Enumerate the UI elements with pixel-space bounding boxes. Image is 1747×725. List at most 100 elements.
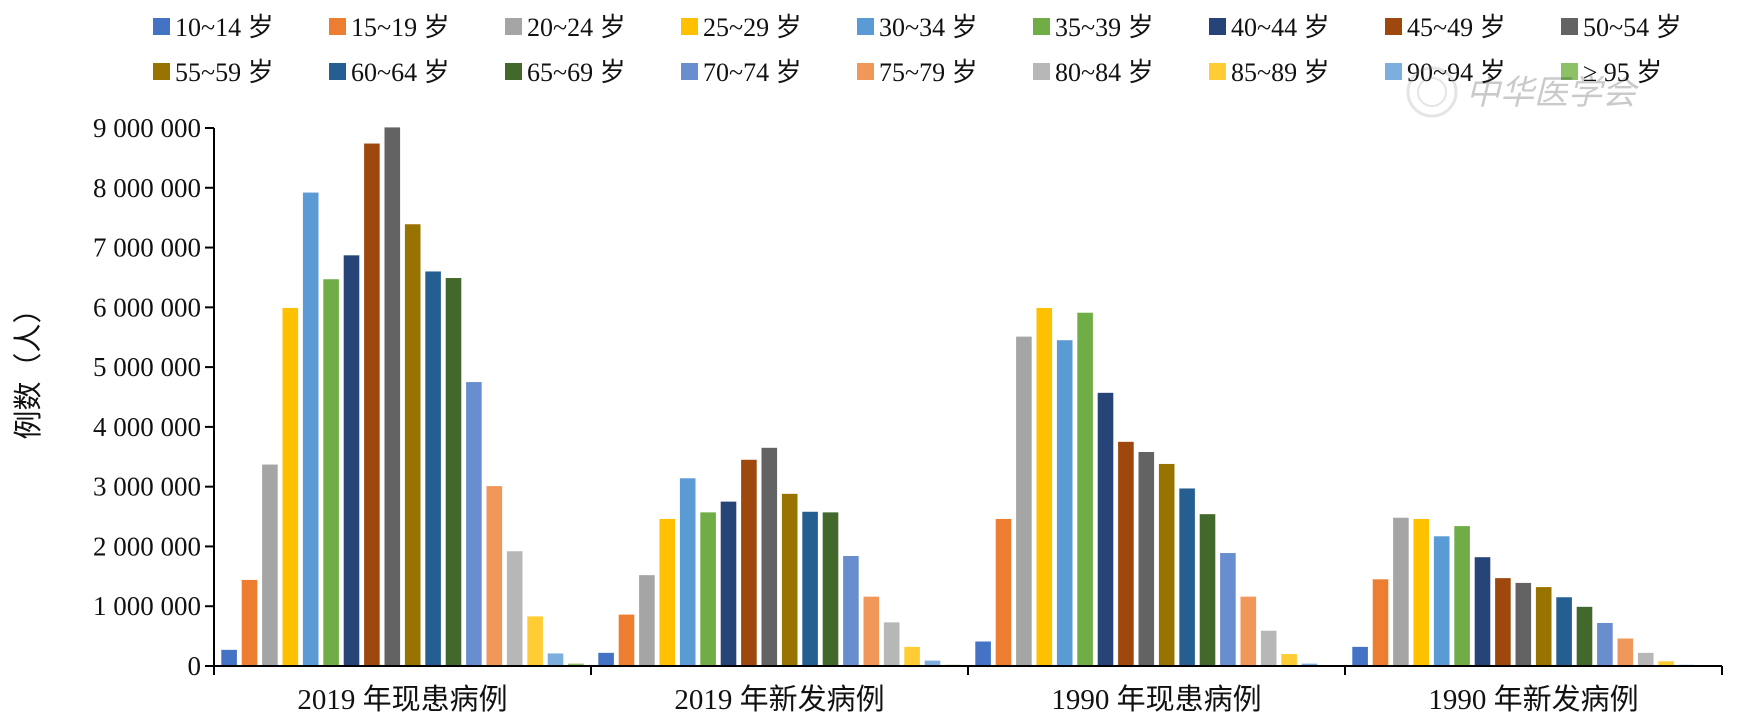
legend: 10~14 岁 15~19 岁 20~24 岁 25~29 岁 30~34 岁 35~39… [153,13,1682,87]
legend-item: 70~74 岁 [681,58,802,87]
bar [1260,630,1277,666]
legend-label: 40~44 岁 [1231,13,1330,42]
bar [1658,661,1674,666]
y-tick-label: 0 [188,651,202,681]
bar [1097,392,1114,666]
bar [547,653,564,666]
bar [506,551,523,666]
bar [1036,307,1053,666]
bar [1281,654,1297,666]
bar [1138,452,1155,666]
legend-label: 25~29 岁 [703,13,802,42]
y-tick-label: 7 000 000 [93,233,201,263]
bar [1372,579,1389,666]
bar [1576,606,1593,666]
bar [323,279,339,666]
bar [1352,646,1368,666]
legend-swatch [153,63,170,80]
bar [924,660,941,666]
legend-item: 85~89 岁 [1209,58,1330,87]
bar [1495,578,1511,666]
bar [1474,557,1491,666]
legend-label: 20~24 岁 [527,13,626,42]
bar [343,255,360,666]
bar [425,271,441,666]
y-tick-label: 2 000 000 [93,531,201,561]
legend-swatch [505,63,522,80]
bar [741,459,757,666]
legend-label: 80~84 岁 [1055,58,1154,87]
x-category-label: 1990 年新发病例 [1428,683,1638,716]
bars [221,127,1715,667]
legend-item: 15~19 岁 [329,13,450,42]
bar [618,614,635,666]
legend-label: 90~94 岁 [1407,58,1506,87]
bar [781,493,798,666]
bar [404,224,421,667]
watermark-seal-inner-icon [1417,77,1447,107]
x-category-label: 2019 年现患病例 [297,683,507,716]
bar [659,518,676,666]
watermark-seal-icon [1406,66,1458,118]
bar [1179,488,1195,666]
legend-item: 55~59 岁 [153,58,274,87]
bar [1016,336,1032,666]
legend-label: 85~89 岁 [1231,58,1330,87]
bar [863,596,880,666]
watermark-text: 中华医学会 [1466,75,1640,112]
y-tick-label: 8 000 000 [93,173,201,203]
legend-swatch [1209,63,1226,80]
legend-item: 90~94 岁 [1385,58,1506,87]
y-axis-label: 例数（人） [12,294,45,439]
legend-label: 30~34 岁 [879,13,978,42]
bar [1413,518,1430,666]
bar [364,143,380,667]
bar [1515,582,1532,666]
legend-label: 35~39 岁 [1055,13,1154,42]
legend-label: ≥ 95 岁 [1583,58,1662,87]
y-tick-label: 3 000 000 [93,472,201,502]
legend-swatch [1385,63,1402,80]
legend-swatch [505,18,522,35]
legend-label: 50~54 岁 [1583,13,1682,42]
y-tick-label: 1 000 000 [93,591,201,621]
bar [466,382,482,666]
x-category-label: 2019 年新发病例 [674,683,884,716]
legend-swatch [681,18,698,35]
legend-label: 55~59 岁 [175,58,274,87]
bar [720,501,737,666]
legend-item: 60~64 岁 [329,58,450,87]
legend-swatch [153,18,170,35]
bar [802,511,818,666]
legend-item: 80~84 岁 [1033,58,1154,87]
legend-item: 20~24 岁 [505,13,626,42]
bar [1617,638,1634,666]
legend-label: 75~79 岁 [879,58,978,87]
y-tick-label: 9 000 000 [93,113,201,143]
bar [1393,517,1409,666]
bar [1454,526,1470,666]
bar [1433,536,1450,666]
legend-swatch [681,63,698,80]
bar [221,649,237,666]
bar [995,518,1012,666]
legend-swatch [1561,18,1578,35]
bar [598,652,614,666]
legend-item: 40~44 岁 [1209,13,1330,42]
bar [282,307,299,666]
bar [384,127,401,666]
bar [975,641,991,666]
y-tick-label: 4 000 000 [93,412,201,442]
bar [679,478,696,666]
legend-item: 10~14 岁 [153,13,274,42]
axes: 0 1 000 000 2 000 000 3 000 000 4 000 000 5 0… [93,113,1723,716]
bar [1556,597,1572,666]
bar [445,278,462,666]
bar [568,663,584,666]
bar [486,486,503,666]
legend-swatch [1033,63,1050,80]
bar [904,646,920,666]
y-tick-label: 5 000 000 [93,352,201,382]
legend-item: 65~69 岁 [505,58,626,87]
